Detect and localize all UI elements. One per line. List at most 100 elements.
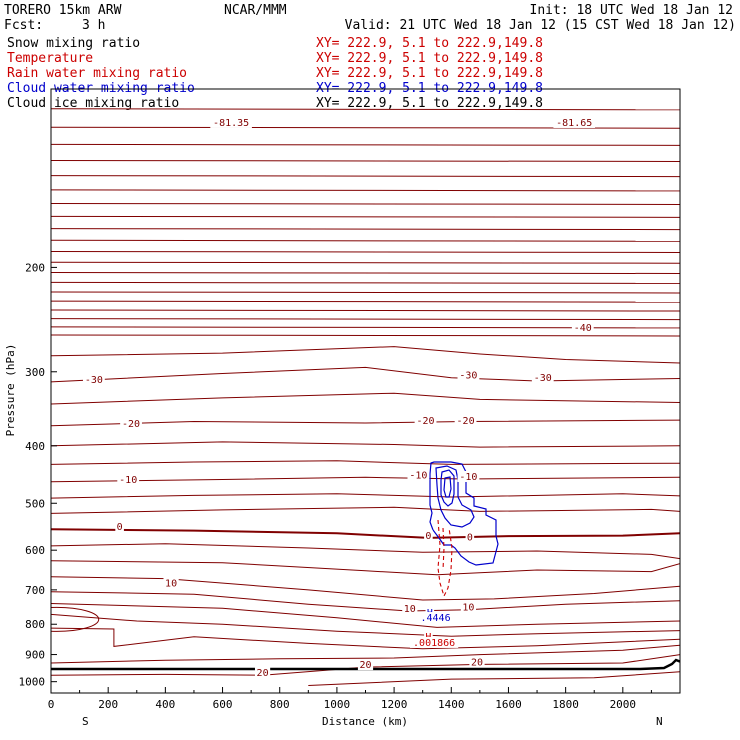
isotherm-line [51, 613, 680, 637]
contour-label-16: 10 [404, 604, 416, 615]
x-tick-label-1: 200 [98, 698, 118, 711]
isotherm-line [51, 441, 680, 448]
y-tick-label-0: 200 [25, 261, 45, 274]
init-time: Init: 18 UTC Wed 18 Jan 12 [530, 3, 734, 18]
isotherm-line [51, 506, 680, 514]
contour-label-bg [254, 667, 271, 679]
x-tick-label-8: 1600 [495, 698, 522, 711]
x-tick-label-10: 2000 [610, 698, 637, 711]
contour-label-3: -30 [85, 375, 103, 386]
isotherm-line [51, 239, 680, 242]
forecast-value: 3 h [82, 18, 105, 33]
contour-labels: -81.35 -81.65 -40 -30 -30 -30 -20 -20 -20 -10 -10 -… [82, 116, 596, 679]
x-tick-label-3: 600 [213, 698, 233, 711]
contour-label-bg [117, 473, 140, 485]
field-name-rain: Rain water mixing ratio [7, 66, 187, 81]
contour-label-bg [82, 373, 105, 385]
y-tick-label-1: 300 [25, 366, 45, 379]
contour-label-13: 0 [425, 531, 431, 542]
cloud-water-contour-3 [440, 469, 455, 507]
isotherm-line [51, 143, 680, 146]
contour-label-bg [120, 417, 142, 429]
x-tick-label-9: 1800 [552, 698, 579, 711]
contour-label-bg [407, 469, 430, 481]
isotherm-line [51, 281, 680, 284]
contour-label-bg [357, 659, 374, 671]
field-name-cloud-ice: Cloud ice mixing ratio [7, 96, 179, 111]
isotherm-line [51, 627, 680, 650]
isotherm-line [51, 644, 680, 664]
cloud-water-contour-4 [443, 476, 452, 498]
contour-label-11: -10 [459, 472, 477, 483]
isotherm-line [51, 309, 680, 312]
isotherm-line [51, 300, 680, 303]
field-xy-temperature: XY= 222.9, 5.1 to 222.9,149.8 [316, 51, 543, 66]
isotherm-line [51, 318, 680, 321]
contour-label-bg [402, 603, 418, 615]
contour-label-bg [414, 414, 437, 426]
contour-label-bg [410, 636, 459, 648]
contour-label-15: 10 [165, 578, 177, 589]
isotherm-line [51, 560, 680, 576]
isotherm-line [51, 272, 680, 275]
y-axis: 200 300 400 500 600 700 800 900 1000 [19, 261, 57, 689]
field-xy-rain: XY= 222.9, 5.1 to 222.9,149.8 [316, 66, 543, 81]
isotherm-line [51, 419, 680, 427]
isotherm-line [51, 346, 680, 364]
rain-water-contours [437, 519, 453, 598]
isotherm-line [51, 493, 680, 499]
isotherm-loop [51, 606, 100, 632]
contour-label-20: 20 [471, 657, 483, 668]
freezing-level-line [51, 528, 680, 539]
isotherm-line [51, 291, 680, 294]
contour-label-bg [531, 372, 554, 384]
y-tick-label-2: 400 [25, 440, 45, 453]
x-tick-label-2: 400 [155, 698, 175, 711]
contour-label-bg [469, 656, 485, 668]
x-endpoint-south: S [82, 715, 89, 728]
isotherm-line [51, 159, 680, 162]
isotherm-line [51, 603, 680, 628]
contour-label-bg [163, 577, 179, 589]
contour-label-bg [457, 369, 480, 381]
y-tick-label-7: 900 [25, 649, 45, 662]
contour-label-10: -10 [409, 470, 427, 481]
field-xy-snow: XY= 222.9, 5.1 to 222.9,149.8 [316, 36, 543, 51]
y-tick-label-3: 500 [25, 497, 45, 510]
field-name-temperature: Temperature [7, 51, 93, 66]
contour-label-bg [457, 470, 480, 482]
isotherm-line [51, 334, 680, 337]
isotherm-line [51, 215, 680, 218]
y-axis-label: Pressure (hPa) [4, 344, 17, 437]
x-axis: 0 200 400 600 800 1000 1200 1400 1600 1800 2000 [48, 687, 652, 711]
plot-frame [50, 88, 681, 694]
contour-label-17: 10 [462, 603, 474, 614]
valid-time: Valid: 21 UTC Wed 18 Jan 12 (15 CST Wed … [345, 18, 736, 33]
contour-label-bg [210, 116, 252, 128]
isotherm-line [51, 175, 680, 178]
contour-label-bg [454, 414, 477, 426]
field-xy-cloud-ice: XY= 222.9, 5.1 to 222.9,149.8 [316, 96, 543, 111]
contour-label-22: .4446 [420, 613, 450, 624]
contour-label-14: 0 [467, 533, 473, 544]
isotherm-line [51, 228, 680, 231]
y-tick-label-6: 800 [25, 618, 45, 631]
contour-label-bg [424, 631, 433, 643]
contour-label-1: -81.65 [556, 118, 592, 129]
contour-label-19: 20 [359, 660, 371, 671]
contour-label-4: -30 [459, 371, 477, 382]
center-title: NCAR/MMM [224, 3, 287, 18]
isotherm-line [51, 476, 680, 483]
isotherm-line [51, 108, 680, 111]
y-tick-label-8: 1000 [19, 676, 46, 689]
contour-label-18: 20 [257, 668, 269, 679]
model-title: TORERO 15km ARW [4, 3, 122, 18]
contour-label-2: -40 [574, 323, 592, 334]
contour-label-bg [571, 321, 594, 333]
isotherm-line [51, 202, 680, 205]
contour-label-8: -20 [457, 416, 475, 427]
ground-surface-line [51, 658, 680, 671]
rain-water-contour-outer [437, 519, 453, 598]
rain-water-contour-inner [442, 527, 445, 571]
